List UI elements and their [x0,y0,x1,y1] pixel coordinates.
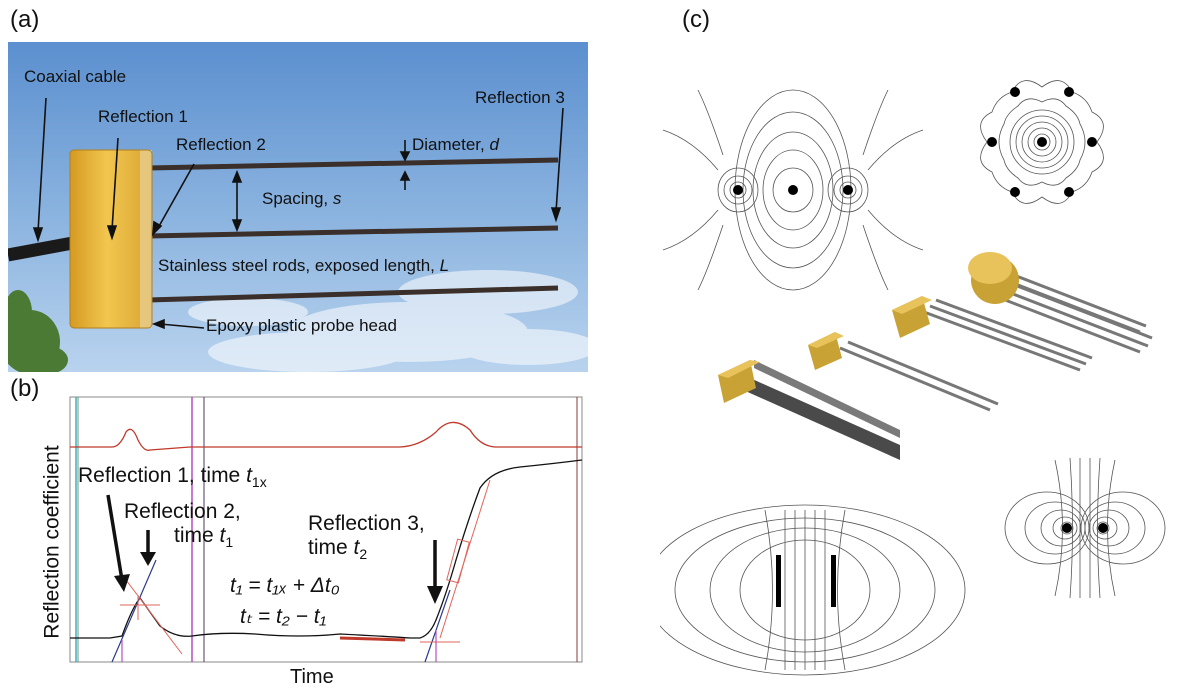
label-rods: Stainless steel rods, exposed length, L [158,256,450,275]
probe-coaxial [968,252,1153,354]
equation-t1: t₁ = t₁ₓ + Δt₀ [230,574,340,597]
tdr-waveform-plot [69,396,583,663]
probe-photo [8,42,588,372]
rod-top [147,157,559,171]
plot-frame [69,396,583,663]
field-parallel-plate [660,504,966,676]
label-reflection-2: Reflection 2 [176,135,266,154]
label-b-reflection-1: Reflection 1, time t1x [78,464,267,491]
probe-three-rod [892,296,1093,372]
probe-geometries-figure [660,80,1166,676]
coaxial-cable [8,235,80,262]
tree-foliage [8,290,68,372]
field-coaxial [980,80,1104,204]
label-probe-head: Epoxy plastic probe head [206,316,397,335]
rod-middle [147,225,559,239]
probe-parallel-plate [718,360,900,460]
x-axis-label: Time [290,666,334,688]
label-spacing: Spacing, s [262,189,342,208]
label-b-reflection-3: Reflection 3, time t2 [308,512,425,563]
panel-a-label: (a) [10,6,40,33]
rod-bottom [147,285,559,303]
field-two-rod [1004,457,1166,599]
label-diameter: Diameter, d [412,135,499,154]
y-axis-label: Reflection coefficient [40,445,64,639]
label-b-reflection-2: Reflection 2, time t1 [124,500,241,551]
equation-tt: tₜ = t₂ − t₁ [240,605,327,628]
probe-two-rod [808,332,999,412]
label-reflection-1: Reflection 1 [98,107,188,126]
derivative-trace [70,421,582,451]
epoxy-probe-head [70,150,152,328]
label-coaxial-cable: Coaxial cable [24,67,127,86]
label-reflection-3: Reflection 3 [475,88,565,107]
panel-b-label: (b) [10,375,40,402]
panel-c-label: (c) [682,6,710,33]
